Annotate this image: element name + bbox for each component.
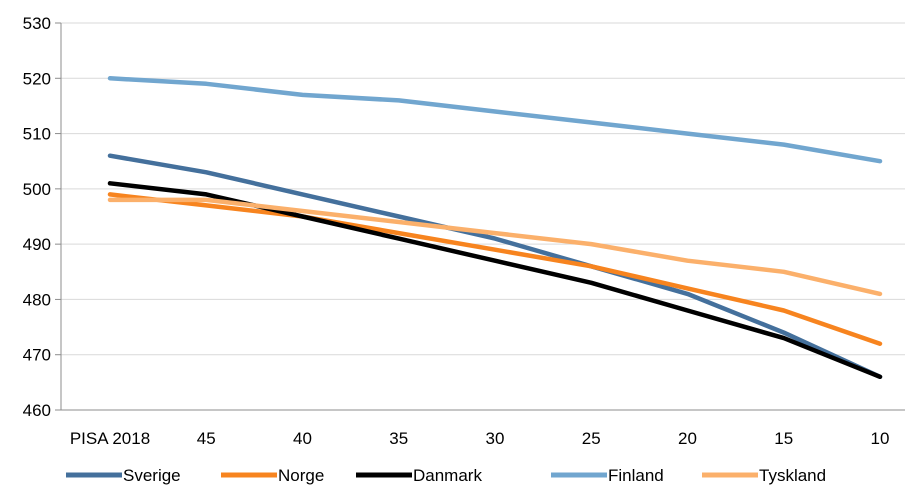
series-lines (107, 76, 883, 380)
x-tick-label: 40 (293, 429, 312, 448)
series-line-tyskland (107, 197, 883, 297)
y-tick-label: 470 (23, 346, 51, 365)
x-tick-label: 20 (678, 429, 697, 448)
y-tick-label: 490 (23, 235, 51, 254)
y-tick-label: 460 (23, 401, 51, 420)
legend-item-finland: Finland (551, 466, 664, 485)
legend: Sverige Norge Danmark Finland Tyskland (66, 466, 826, 485)
legend-label: Tyskland (759, 466, 826, 485)
x-tick-label: PISA 2018 (70, 429, 150, 448)
legend-label: Finland (608, 466, 664, 485)
legend-label: Sverige (123, 466, 181, 485)
legend-item-sverige: Sverige (66, 466, 181, 485)
legend-label: Norge (278, 466, 324, 485)
series-line-danmark (107, 181, 883, 380)
x-tick-label: 35 (389, 429, 408, 448)
axes (55, 22, 905, 411)
series-line-norge (107, 192, 883, 346)
y-tick-label: 480 (23, 290, 51, 309)
x-tick-label: 30 (486, 429, 505, 448)
legend-item-danmark: Danmark (356, 466, 482, 485)
y-tick-label: 510 (23, 125, 51, 144)
legend-item-norge: Norge (221, 466, 324, 485)
y-tick-label: 530 (23, 14, 51, 33)
x-tick-label: 45 (197, 429, 216, 448)
y-axis-tick-labels: 460 470 480 490 500 510 520 530 (23, 14, 51, 420)
series-line-sverige (107, 153, 883, 380)
x-axis-tick-labels: PISA 2018 45 40 35 30 25 20 15 10 (70, 429, 890, 448)
x-tick-label: 10 (871, 429, 890, 448)
series-line-finland (107, 76, 883, 164)
legend-item-tyskland: Tyskland (702, 466, 826, 485)
x-tick-label: 25 (582, 429, 601, 448)
y-tick-label: 500 (23, 180, 51, 199)
grid-lines (61, 22, 905, 356)
legend-label: Danmark (413, 466, 482, 485)
y-tick-label: 520 (23, 69, 51, 88)
x-tick-label: 15 (774, 429, 793, 448)
